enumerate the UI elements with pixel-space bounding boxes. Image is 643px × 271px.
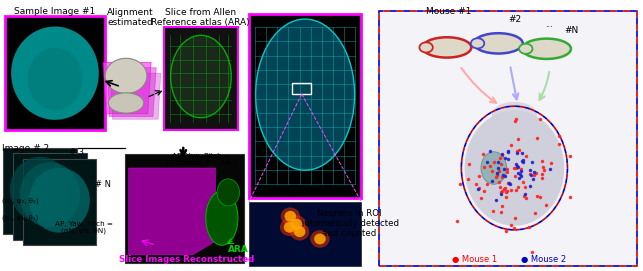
Ellipse shape [481, 152, 507, 184]
Bar [249, 14, 361, 198]
Text: (α₃, ψ₃, θ₃): (α₃, ψ₃, θ₃) [2, 214, 38, 221]
Text: # 3: # 3 [69, 148, 84, 157]
Text: Neurons in ROI
automatically detected
and counted: Neurons in ROI automatically detected an… [299, 209, 399, 238]
Bar [13, 153, 87, 240]
Ellipse shape [285, 211, 296, 222]
Text: AP, Yaw, Pitch =
(αN, ψN, θN): AP, Yaw, Pitch = (αN, ψN, θN) [55, 221, 113, 234]
Text: Alignment
estimated: Alignment estimated [107, 8, 154, 27]
Text: ...: ... [545, 20, 553, 29]
Bar [23, 159, 96, 245]
Ellipse shape [422, 37, 471, 58]
Ellipse shape [206, 191, 238, 245]
Bar [249, 202, 361, 266]
Ellipse shape [492, 102, 537, 127]
Text: ARA: ARA [228, 245, 248, 254]
Text: ...: ... [2, 229, 8, 235]
Text: ...: ... [89, 171, 96, 180]
Ellipse shape [281, 208, 300, 225]
Ellipse shape [519, 44, 532, 54]
Text: Mouse #1: Mouse #1 [426, 7, 472, 16]
Ellipse shape [287, 215, 306, 233]
Ellipse shape [108, 93, 144, 113]
Bar [5, 16, 105, 130]
Ellipse shape [10, 157, 71, 222]
Ellipse shape [471, 38, 484, 49]
Bar [292, 83, 311, 94]
Bar [379, 11, 637, 266]
Ellipse shape [28, 48, 82, 110]
Bar [164, 27, 238, 130]
Ellipse shape [294, 226, 305, 237]
Bar [3, 148, 77, 234]
Ellipse shape [419, 42, 433, 53]
Polygon shape [103, 62, 151, 114]
Ellipse shape [280, 218, 299, 236]
Text: (α₂, ψ₂, θ₂): (α₂, ψ₂, θ₂) [2, 198, 39, 204]
Text: Slice from Allen
Reference atlas (ARA): Slice from Allen Reference atlas (ARA) [151, 8, 250, 27]
Text: # N: # N [95, 180, 111, 189]
Ellipse shape [291, 219, 302, 230]
Polygon shape [111, 73, 161, 119]
Bar [125, 154, 244, 263]
Ellipse shape [11, 27, 99, 120]
Ellipse shape [217, 179, 239, 206]
Polygon shape [129, 168, 215, 255]
Ellipse shape [314, 234, 326, 244]
Ellipse shape [170, 35, 231, 118]
Ellipse shape [474, 33, 523, 54]
Text: ● Mouse 2: ● Mouse 2 [521, 255, 566, 264]
Ellipse shape [105, 58, 147, 93]
Ellipse shape [284, 222, 295, 233]
Text: Sample Image #1: Sample Image #1 [14, 7, 95, 16]
Ellipse shape [522, 39, 571, 59]
Text: #N: #N [565, 26, 579, 35]
Polygon shape [108, 68, 156, 117]
Ellipse shape [256, 19, 355, 170]
Text: Image # 2: Image # 2 [2, 144, 49, 153]
Text: #2: #2 [508, 15, 521, 24]
Ellipse shape [464, 110, 565, 226]
Text: Slice Images Reconstructed: Slice Images Reconstructed [119, 255, 254, 264]
Bar [379, 11, 637, 266]
Bar [379, 11, 637, 266]
Ellipse shape [290, 223, 309, 241]
Ellipse shape [311, 230, 330, 248]
Text: ● Mouse 1: ● Mouse 1 [452, 255, 497, 264]
Ellipse shape [19, 162, 80, 227]
Text: AP, Yaw, Pitch =
(-1.15mm, 4°, -14°): AP, Yaw, Pitch = (-1.15mm, 4°, -14°) [165, 153, 237, 167]
Ellipse shape [29, 168, 90, 233]
